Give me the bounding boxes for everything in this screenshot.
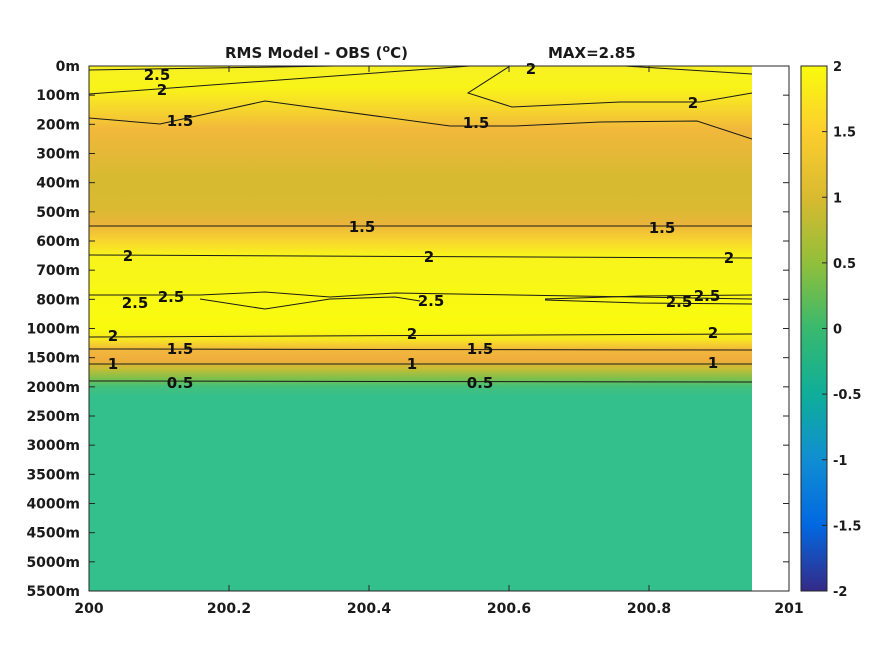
colorbar-tick-label: 0 — [833, 323, 842, 338]
contour-line-2-lower — [88, 333, 753, 338]
y-tick-label: 300m — [36, 147, 80, 163]
contour-line-2-right — [466, 65, 753, 108]
contour-line-2-5-top — [88, 65, 336, 71]
contour-line-2-mid — [88, 254, 753, 259]
contour-label: 2 — [424, 248, 434, 266]
y-tick-label: 100m — [36, 88, 80, 104]
x-tick-label: 200.4 — [347, 601, 392, 617]
y-tick-label: 600m — [36, 234, 80, 250]
y-tick-label: 0m — [56, 59, 80, 75]
contour-label: 2.5 — [122, 294, 149, 312]
contour-lines — [88, 65, 753, 383]
contour-label: 1.5 — [349, 218, 376, 236]
y-tick-label: 2500m — [26, 409, 80, 425]
contour-label: 1 — [108, 355, 118, 373]
contour-line-2-5-c — [544, 294, 753, 300]
colorbar-tick-label: 0.5 — [833, 257, 856, 272]
contour-line-2-top — [88, 65, 471, 95]
colorbar-tick-label: 1.5 — [833, 126, 856, 141]
contour-label: 2 — [708, 324, 718, 342]
colorbar-tick-label: -2 — [833, 585, 847, 600]
contour-line-2-5-d — [544, 299, 753, 305]
x-tick-label: 200.2 — [207, 601, 251, 617]
contour-label: 1.5 — [167, 112, 194, 130]
colorbar-tick-label: 1 — [833, 191, 842, 206]
y-tick-label: 500m — [36, 205, 80, 221]
x-tick-label: 200 — [74, 601, 103, 617]
contour-label: 2.5 — [418, 292, 445, 310]
y-tick-label: 5500m — [26, 584, 80, 600]
contour-label: 2 — [688, 94, 698, 112]
y-tick-label: 3000m — [26, 438, 80, 454]
contour-label: 1 — [708, 354, 718, 372]
contour-line-2-5-a — [89, 291, 753, 300]
x-tick-label: 201 — [774, 601, 803, 617]
contour-line-1-5-lower — [88, 348, 753, 351]
contour-line-0-5 — [88, 380, 753, 383]
contour-label: 2 — [407, 325, 417, 343]
contour-label: 1.5 — [467, 340, 494, 358]
y-tick-label: 2000m — [26, 380, 80, 396]
y-tick-label: 3500m — [26, 467, 80, 483]
contour-label: 1.5 — [463, 114, 490, 132]
contour-label: 2 — [123, 247, 133, 265]
contour-labels: 2.5 2 2 2 1.5 1.5 1.5 1.5 2 2 2 2.5 2.5 … — [108, 60, 734, 392]
max-label: MAX=2.85 — [548, 44, 636, 62]
colorbar-axis: 2 1.5 1 0.5 0 -0.5 -1 -1.5 -2 — [822, 60, 861, 600]
y-tick-label: 200m — [36, 117, 80, 133]
y-tick-label: 5000m — [26, 555, 80, 571]
contour-label: 1.5 — [167, 340, 194, 358]
x-tick-label: 200.6 — [487, 601, 531, 617]
contour-line-2-top-right — [624, 65, 753, 75]
contour-label: 2 — [108, 327, 118, 345]
colorbar-tick-label: -1 — [833, 454, 847, 469]
rms-field — [89, 66, 752, 591]
y-tick-label: 4000m — [26, 497, 80, 513]
contour-label: 1.5 — [649, 219, 676, 237]
contour-label: 2 — [157, 81, 167, 99]
chart-title: RMS Model - OBS (oC) — [225, 42, 408, 62]
contour-label: 2.5 — [158, 288, 185, 306]
colorbar-tick-label: -1.5 — [833, 519, 861, 534]
x-tick-label: 200.8 — [627, 601, 671, 617]
y-tick-label: 4500m — [26, 526, 80, 542]
colorbar-tick-label: 2 — [833, 60, 842, 75]
contour-line-1-5-upper — [88, 100, 753, 140]
contour-label: 2.5 — [694, 287, 721, 305]
y-tick-label: 1500m — [26, 351, 80, 367]
colorbar-tick-label: -0.5 — [833, 388, 861, 403]
y-axis: 0m 100m 200m 300m 400m 500m 600m 700m 800m 1000m 1… — [26, 59, 789, 600]
contour-label: 2 — [526, 60, 536, 78]
contour-label: 1 — [407, 355, 417, 373]
contour-line-2-5-b — [199, 296, 421, 310]
contour-label: 0.5 — [467, 374, 494, 392]
contour-label: 2.5 — [144, 66, 171, 84]
y-tick-label: 1000m — [26, 322, 80, 338]
contour-label: 2 — [724, 249, 734, 267]
y-tick-label: 700m — [36, 263, 80, 279]
y-tick-label: 800m — [36, 292, 80, 308]
contour-label: 2.5 — [666, 293, 693, 311]
x-axis: 200 200.2 200.4 200.6 200.8 201 — [74, 66, 804, 617]
contour-label: 0.5 — [167, 374, 194, 392]
y-tick-label: 400m — [36, 176, 80, 192]
